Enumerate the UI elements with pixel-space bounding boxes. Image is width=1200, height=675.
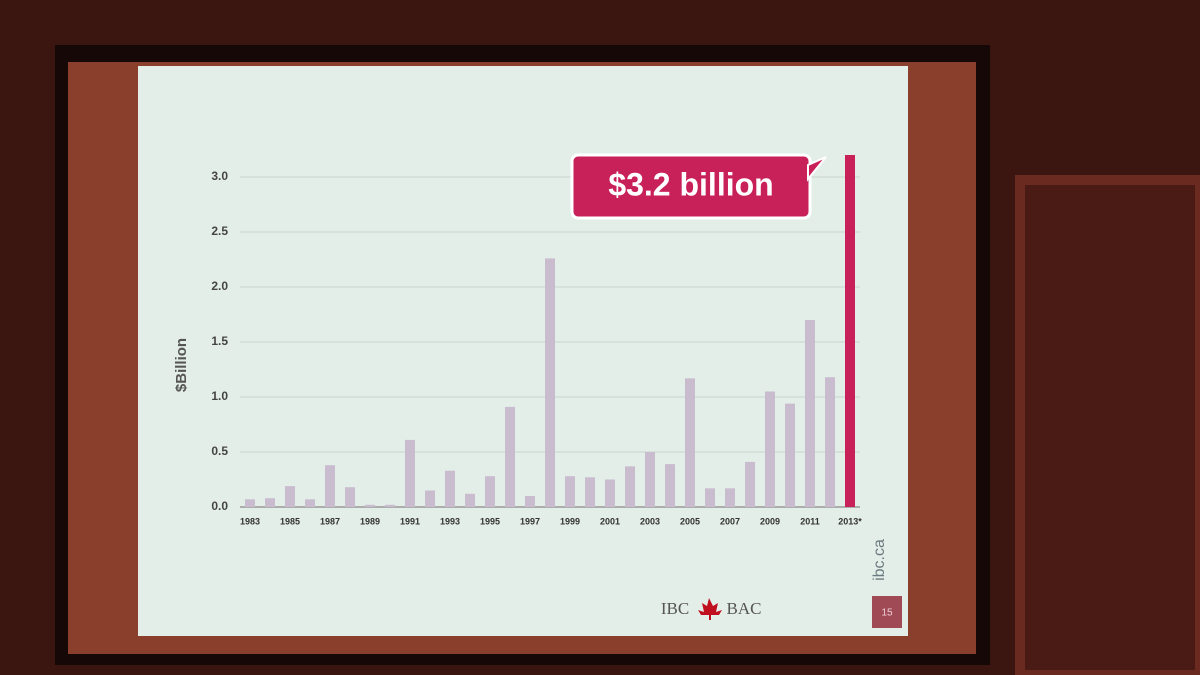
bar [325, 465, 335, 507]
x-tick-label: 2003 [640, 516, 660, 526]
bar [785, 403, 795, 507]
page-number-box [872, 596, 902, 628]
bar [465, 493, 475, 507]
y-tick-label: 0.5 [211, 444, 228, 458]
bar [745, 461, 755, 507]
callout-box [570, 153, 812, 220]
bar [605, 479, 615, 507]
slide [138, 66, 908, 636]
bar [645, 452, 655, 507]
bar [285, 486, 295, 507]
y-tick-label: 3.0 [211, 169, 228, 183]
chart: 0.0 0.5 1.0 1.5 2.0 2.5 3.0 1983 1985 1987 1989 199… [211, 153, 862, 526]
bar [685, 378, 695, 507]
bar [765, 391, 775, 507]
x-tick-label: 1987 [320, 516, 340, 526]
x-tick-label: 1995 [480, 516, 500, 526]
bar [305, 499, 315, 507]
logo-left: IBC [661, 599, 689, 618]
y-tick-label: 1.0 [211, 389, 228, 403]
bar [385, 504, 395, 507]
x-tick-label: 1991 [400, 516, 420, 526]
x-tick-label: 1999 [560, 516, 580, 526]
x-tick-label: 1985 [280, 516, 300, 526]
door [1015, 175, 1200, 675]
bar [365, 504, 375, 507]
slide-url: ibc.ca [871, 539, 888, 581]
bar [725, 488, 735, 507]
x-tick-label: 2011 [800, 516, 820, 526]
bar [805, 320, 815, 507]
bar [665, 464, 675, 507]
bar [825, 377, 835, 507]
x-tick-label: 2005 [680, 516, 700, 526]
bar [705, 488, 715, 507]
bar [405, 439, 415, 507]
x-tick-label: 2009 [760, 516, 780, 526]
bar [545, 258, 555, 507]
x-tick-label: 1983 [240, 516, 260, 526]
bar [345, 487, 355, 507]
bar [505, 406, 515, 507]
bar [265, 498, 275, 507]
logo-right: BAC [727, 599, 762, 618]
y-tick-label: 1.5 [211, 334, 228, 348]
bar [585, 477, 595, 507]
x-tick-label: 2001 [600, 516, 620, 526]
bar [845, 155, 855, 507]
value-label: $3.2 billion [608, 166, 773, 202]
bar [565, 476, 575, 507]
x-tick-label: 2007 [720, 516, 740, 526]
bar [425, 490, 435, 507]
bar [525, 496, 535, 507]
x-tick-label: 2013* [838, 516, 862, 526]
callout-tail [807, 156, 827, 182]
bar [445, 470, 455, 507]
x-tick-label: 1997 [520, 516, 540, 526]
x-tick-label: 1993 [440, 516, 460, 526]
y-tick-label: 2.0 [211, 279, 228, 293]
x-tick-label: 1989 [360, 516, 380, 526]
bar [245, 499, 255, 507]
bar [625, 466, 635, 507]
y-tick-label: 0.0 [211, 499, 228, 513]
maple-leaf [698, 598, 722, 620]
page-number: 15 [881, 608, 893, 619]
y-axis-label: $Billion [173, 338, 190, 392]
bar [485, 476, 495, 507]
y-tick-label: 2.5 [211, 224, 228, 238]
